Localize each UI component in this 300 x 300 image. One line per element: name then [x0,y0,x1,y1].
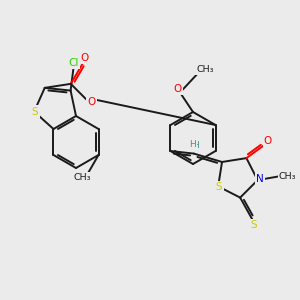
Text: O: O [87,98,95,107]
Text: CH₃: CH₃ [279,172,296,181]
Text: CH₃: CH₃ [196,64,214,74]
Text: O: O [174,83,182,94]
Text: O: O [81,53,89,63]
Text: N: N [256,174,263,184]
Text: S: S [250,220,257,230]
Text: S: S [216,182,223,192]
Text: CH₃: CH₃ [74,173,91,182]
Text: S: S [32,106,38,117]
Text: Cl: Cl [68,58,79,68]
Text: H: H [190,140,196,149]
Text: H: H [193,141,199,150]
Text: O: O [264,136,272,146]
